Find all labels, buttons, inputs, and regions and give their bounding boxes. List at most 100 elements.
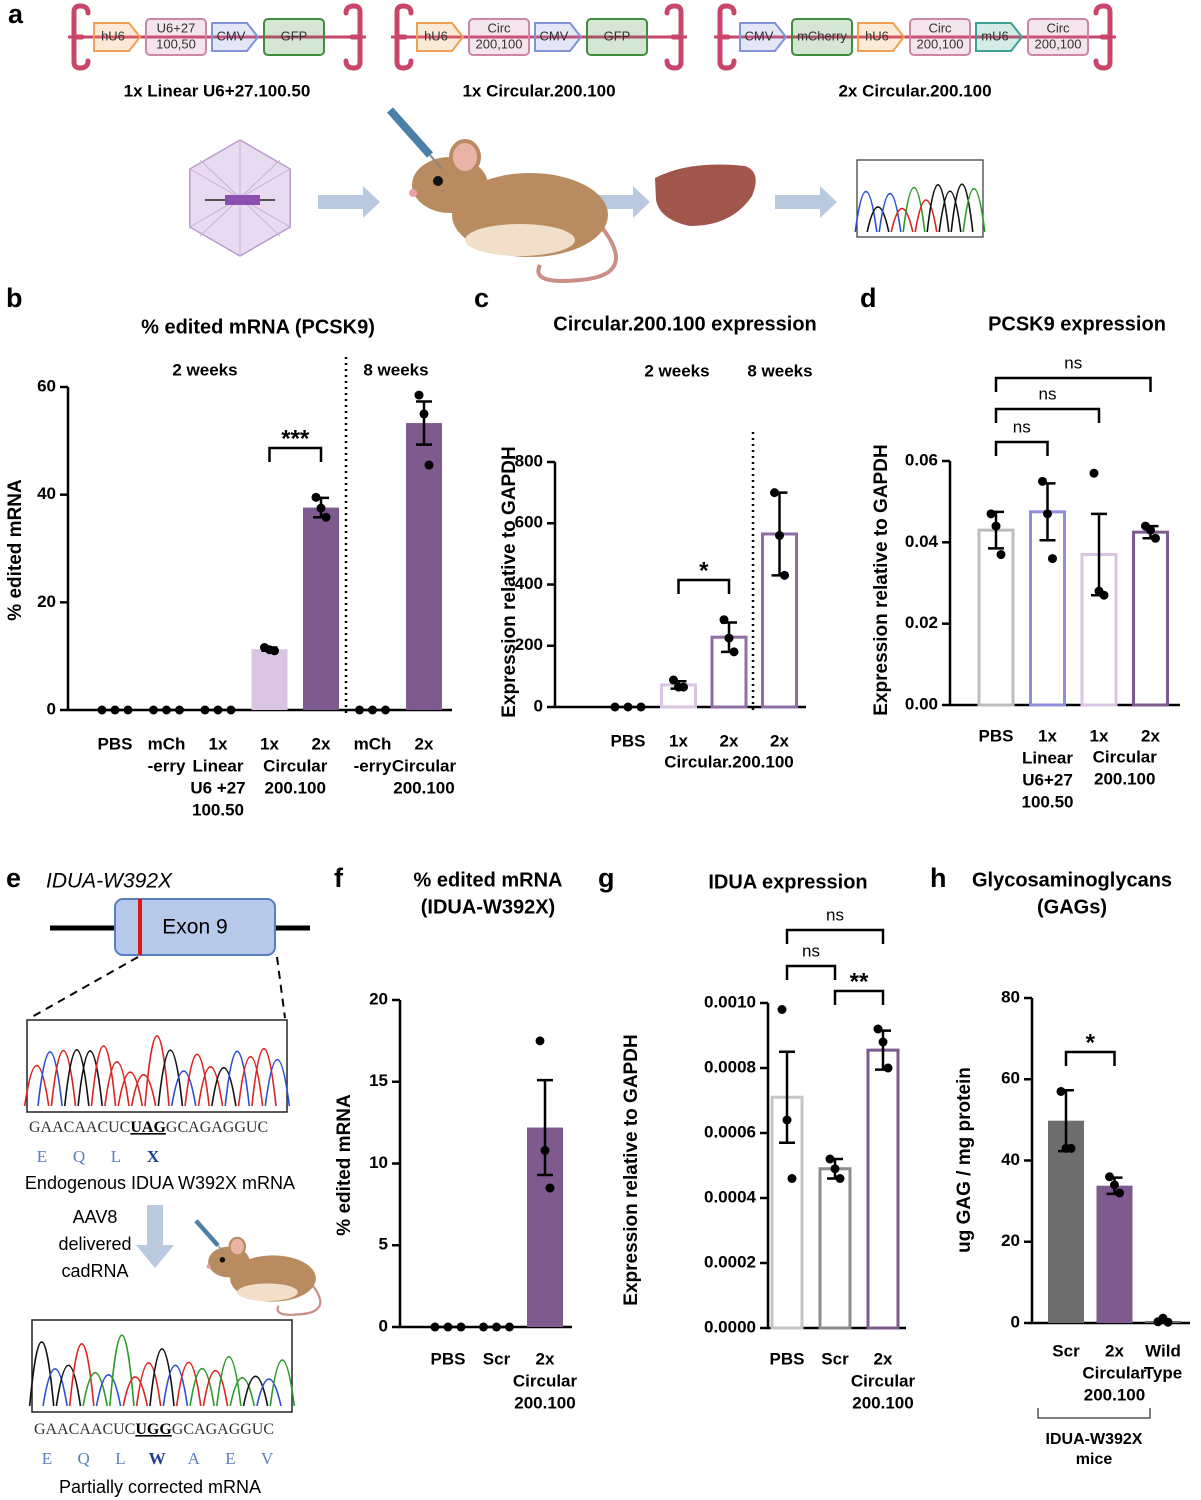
data-point <box>162 705 171 715</box>
x-tick-label: mCh <box>148 734 186 753</box>
x-tick-label: Circular <box>513 1371 578 1390</box>
data-point <box>770 488 779 498</box>
panel-label: b <box>6 283 23 313</box>
panel-label: c <box>474 283 489 313</box>
x-tick-label: Scr <box>483 1349 511 1368</box>
data-point <box>1043 509 1052 519</box>
trace-peak <box>23 1065 50 1107</box>
trace-peak <box>184 1053 210 1107</box>
significance-label: * <box>699 557 709 584</box>
sequence: GAACAACUCUAGGCAGAGGUC <box>29 1119 268 1136</box>
panel-label: d <box>860 283 877 313</box>
y-tick-label: 10 <box>369 1153 388 1172</box>
chart-title: Circular.200.100 expression <box>553 313 817 335</box>
data-point <box>1066 1143 1076 1153</box>
significance-label: *** <box>281 425 310 452</box>
residue: V <box>261 1449 274 1468</box>
bar <box>1132 530 1169 707</box>
trace-peak <box>251 1048 277 1107</box>
group-bracket-label: IDUA-W392X <box>1046 1431 1143 1448</box>
panel-label: a <box>8 0 24 29</box>
significance-bracket <box>833 989 885 1005</box>
data-point <box>1110 1180 1119 1190</box>
trace-peak <box>242 1375 269 1407</box>
trace-peak <box>914 199 938 233</box>
trace-peak <box>962 187 986 233</box>
x-tick-label: Linear <box>1022 748 1073 767</box>
residue: W <box>149 1449 166 1468</box>
trace-peak <box>950 183 974 233</box>
trace-peak <box>122 1376 149 1407</box>
trace-peak <box>157 1049 184 1107</box>
residue: X <box>147 1147 160 1166</box>
caption: Partially corrected mRNA <box>59 1477 261 1497</box>
y-tick-label: 20 <box>1001 1231 1020 1250</box>
x-tick-label: -erry <box>148 756 186 775</box>
trace-peak <box>28 1341 55 1407</box>
mouse-tail <box>536 223 618 283</box>
chart-title: % edited mRNA (PCSK9) <box>141 316 375 338</box>
data-point <box>669 675 678 685</box>
trace-peak <box>149 1348 175 1407</box>
x-tick-label: 2x <box>1105 1341 1124 1360</box>
x-tick-label: Circular <box>851 1371 916 1390</box>
x-tick-label: 100.50 <box>192 800 244 819</box>
x-tick-label: Wild <box>1145 1341 1181 1360</box>
trace-peak <box>854 191 878 233</box>
mouse-nose <box>409 189 417 197</box>
y-tick-label: 40 <box>37 484 56 503</box>
element-label: CMV <box>217 28 246 43</box>
x-tick-label: Circular <box>392 756 457 775</box>
needle <box>217 1245 226 1254</box>
x-tick-label: PBS <box>979 726 1014 745</box>
element-label: Circ <box>487 20 511 35</box>
construct-name: 1x Linear U6+27.100.50 <box>124 81 311 100</box>
data-point <box>1115 1188 1124 1198</box>
data-point <box>623 702 633 712</box>
element-label: GFP <box>281 28 308 43</box>
y-tick-label: 20 <box>37 592 56 611</box>
trace-peak <box>90 1045 117 1107</box>
y-tick-label: 0.04 <box>905 532 939 551</box>
x-tick-label: 200.100 <box>514 1393 575 1412</box>
data-point <box>535 1036 545 1046</box>
y-tick-label: 800 <box>515 451 543 470</box>
data-point <box>540 1145 550 1155</box>
data-point <box>479 1322 488 1332</box>
data-point <box>97 705 107 715</box>
trace-peak <box>237 1055 264 1107</box>
data-point <box>679 682 688 692</box>
mouse-eye <box>219 1257 226 1263</box>
trace-peak <box>175 1361 202 1407</box>
significance-bracket <box>994 376 1152 392</box>
trace-peak <box>256 1378 282 1407</box>
data-point <box>1048 554 1057 564</box>
construct-name: 1x Circular.200.100 <box>462 81 615 100</box>
significance-label: ns <box>802 941 820 960</box>
trace-peak <box>82 1371 108 1407</box>
y-tick-label: 0.0002 <box>704 1252 756 1271</box>
y-tick-label: 0.02 <box>905 613 938 632</box>
chart-title: PCSK9 expression <box>988 313 1166 335</box>
bar <box>1029 510 1066 707</box>
panel-label: h <box>930 863 947 893</box>
caption: Endogenous IDUA W392X mRNA <box>25 1173 295 1193</box>
significance-label: ** <box>850 968 869 995</box>
element-label: mCherry <box>797 28 847 43</box>
data-point <box>175 705 184 715</box>
y-tick-label: 20 <box>369 989 388 1008</box>
data-point <box>1038 476 1047 486</box>
x-tick-label: 2x <box>1141 726 1160 745</box>
residue: Q <box>73 1147 85 1166</box>
y-axis-label: % edited mRNA <box>5 479 26 621</box>
element-label: 200,100 <box>917 36 964 51</box>
bar <box>251 649 288 710</box>
sequence-part: GCAGAGGUC <box>172 1421 274 1438</box>
trace-peak <box>269 1359 296 1407</box>
element-box <box>1027 18 1089 56</box>
trace-peak <box>202 1370 229 1407</box>
x-tick-label: 1x <box>260 734 279 753</box>
sequence-part: UGG <box>135 1421 172 1438</box>
data-point <box>213 705 223 715</box>
trace-peak <box>189 1368 215 1407</box>
